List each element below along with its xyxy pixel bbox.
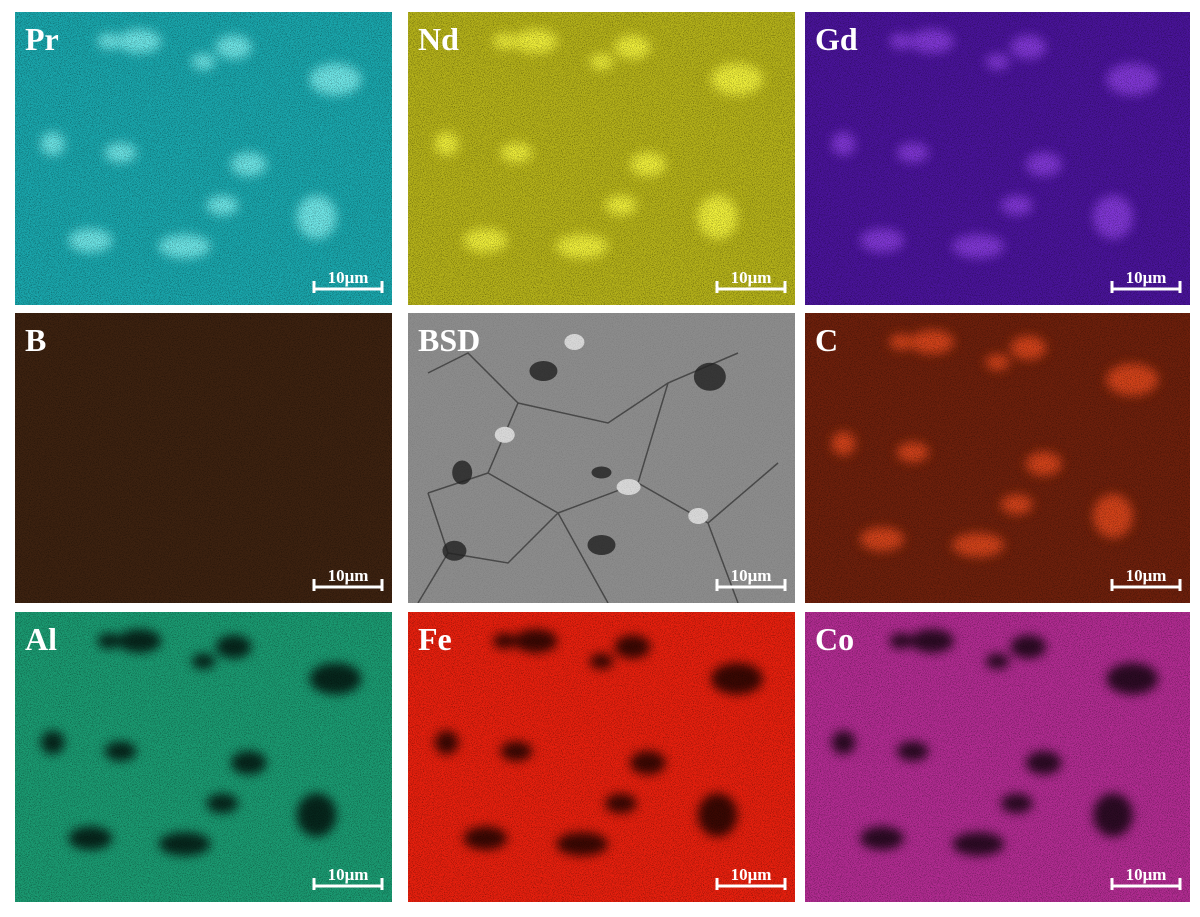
- noise-texture: [15, 313, 392, 603]
- noise-texture: [15, 12, 392, 305]
- map-panel: Fe 10μm: [408, 612, 795, 902]
- scale-bar-label: 10μm: [328, 268, 369, 287]
- scale-bar-label: 10μm: [731, 865, 772, 884]
- map-panel: Gd 10μm: [805, 12, 1190, 305]
- map-panel: C 10μm: [805, 313, 1190, 603]
- noise-texture: [805, 12, 1190, 305]
- scale-bar-label: 10μm: [1126, 268, 1167, 287]
- scale-bar-label: 10μm: [1126, 865, 1167, 884]
- map-panel: Pr 10μm: [15, 12, 392, 305]
- element-label: Pr: [25, 21, 59, 57]
- element-label: Al: [25, 621, 57, 657]
- map-panel: Al 10μm: [15, 612, 392, 902]
- noise-texture: [408, 313, 795, 603]
- map-panel: B 10μm: [15, 313, 392, 603]
- noise-texture: [408, 12, 795, 305]
- map-panel: Co 10μm: [805, 612, 1190, 902]
- element-label: C: [815, 322, 838, 358]
- scale-bar-label: 10μm: [731, 268, 772, 287]
- scale-bar-label: 10μm: [1126, 566, 1167, 585]
- element-label: Gd: [815, 21, 858, 57]
- element-label: Fe: [418, 621, 452, 657]
- noise-texture: [805, 612, 1190, 902]
- noise-texture: [408, 612, 795, 902]
- noise-texture: [15, 612, 392, 902]
- scale-bar-label: 10μm: [731, 566, 772, 585]
- scale-bar-label: 10μm: [328, 566, 369, 585]
- map-panel: BSD 10μm: [408, 313, 795, 603]
- element-label: BSD: [418, 322, 480, 358]
- element-label: Nd: [418, 21, 459, 57]
- element-label: B: [25, 322, 46, 358]
- scale-bar-label: 10μm: [328, 865, 369, 884]
- map-panel: Nd 10μm: [408, 12, 795, 305]
- element-label: Co: [815, 621, 854, 657]
- noise-texture: [805, 313, 1190, 603]
